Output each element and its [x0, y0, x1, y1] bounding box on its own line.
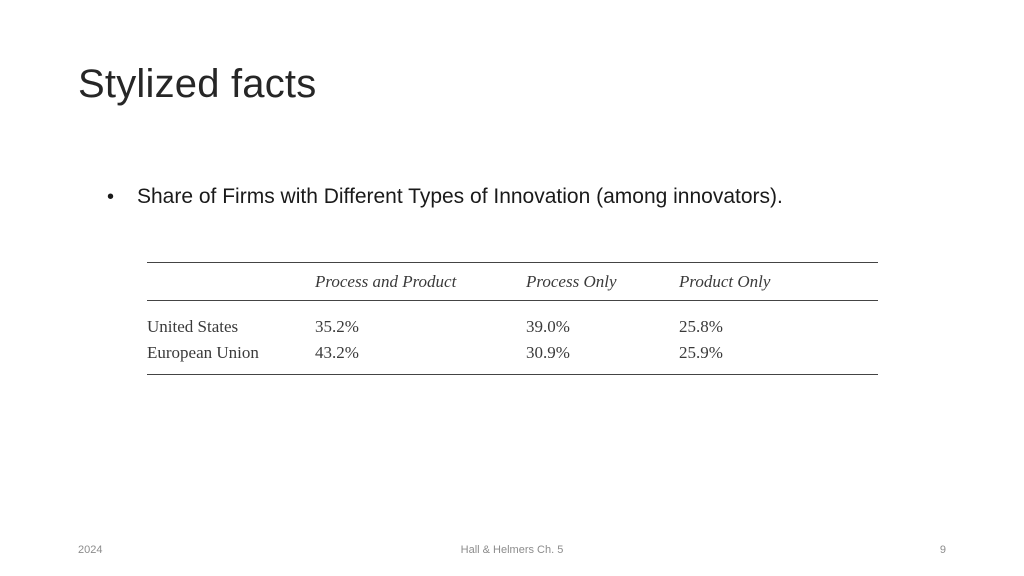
row-label: European Union: [147, 343, 259, 362]
table-header-cell: Process Only: [526, 271, 617, 291]
slide-title: Stylized facts: [78, 62, 317, 106]
table-header-cell: Product Only: [679, 271, 771, 291]
table-cell: 35.2%: [315, 317, 359, 336]
page-number: 9: [939, 544, 946, 556]
row-label: United States: [147, 317, 239, 336]
data-table: Process and Product Process Only Product…: [147, 262, 878, 375]
table-cell: 43.2%: [315, 343, 359, 362]
bullet-text: Share of Firms with Different Types of I…: [137, 185, 783, 208]
table-cell: 25.9%: [679, 343, 723, 362]
innovation-table: Process and Product Process Only Product…: [147, 262, 878, 375]
table-cell: 30.9%: [526, 343, 570, 362]
table-row: United States 35.2% 39.0% 25.8%: [147, 301, 878, 341]
table-header-row: Process and Product Process Only Product…: [147, 262, 878, 301]
bullet-item: • Share of Firms with Different Types of…: [107, 182, 783, 212]
footer-date: 2024: [78, 544, 103, 556]
table-cell: 25.8%: [679, 317, 723, 336]
table-header-cell: [147, 263, 315, 301]
bullet-icon: •: [107, 186, 115, 208]
table-cell: 39.0%: [526, 317, 570, 336]
footer-source: Hall & Helmers Ch. 5: [460, 544, 564, 556]
table-header-cell: Process and Product: [315, 271, 457, 291]
table-row: European Union 43.2% 30.9% 25.9%: [147, 340, 878, 375]
